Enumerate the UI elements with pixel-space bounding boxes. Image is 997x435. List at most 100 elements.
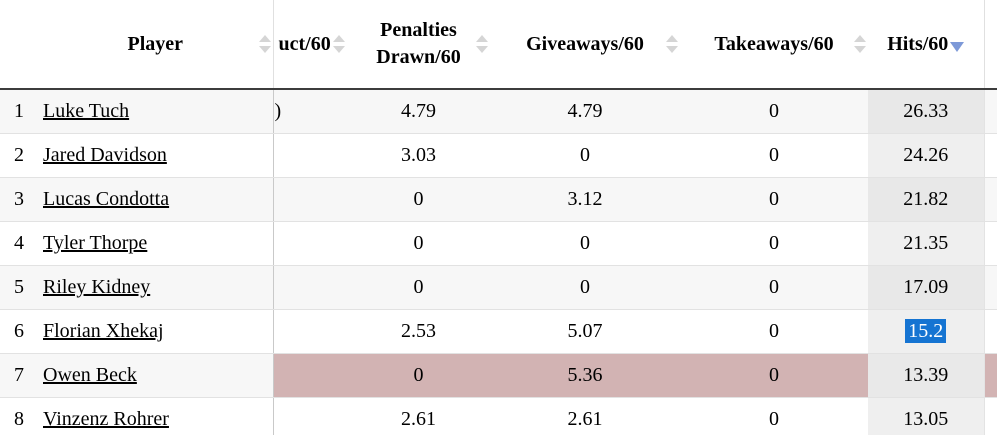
col-header-extra	[984, 0, 997, 90]
col-header-penalties-line1: Penalties	[380, 19, 457, 41]
player-link[interactable]: Florian Xhekaj	[43, 320, 164, 342]
cell-penalties-drawn: 0	[347, 177, 490, 222]
table-row: 7 Owen Beck 0 5.36 0 13.39	[0, 353, 997, 398]
cell-misconduct	[272, 177, 347, 222]
cell-extra	[984, 397, 997, 435]
cell-giveaways: 0	[490, 133, 680, 178]
player-link[interactable]: Vinzenz Rohrer	[43, 408, 169, 430]
header-row: Player uct/60 Penalties Drawn/60 Giveawa…	[0, 0, 997, 90]
cell-extra	[984, 265, 997, 310]
cell-penalties-drawn: 4.79	[347, 89, 490, 134]
table-row: 8 Vinzenz Rohrer 2.61 2.61 0 13.05	[0, 397, 997, 435]
cell-penalties-drawn: 2.53	[347, 309, 490, 354]
col-header-giveaways-label: Giveaways/60	[526, 32, 644, 55]
sort-icon[interactable]	[258, 35, 271, 53]
cell-extra	[984, 133, 997, 178]
cell-extra	[984, 177, 997, 222]
cell-player: Owen Beck	[38, 353, 273, 398]
cell-takeaways: 0	[680, 221, 868, 266]
cell-misconduct	[272, 265, 347, 310]
sort-icon[interactable]	[333, 35, 345, 53]
table-row: 2 Jared Davidson 3.03 0 0 24.26	[0, 133, 997, 178]
table-body: 1 Luke Tuch) 4.79 4.79 0 26.33 2 Jared Davidson…	[0, 89, 997, 435]
cell-misconduct	[272, 397, 347, 435]
sort-icon[interactable]	[854, 35, 866, 53]
cell-player: Vinzenz Rohrer	[38, 397, 273, 435]
cell-takeaways: 0	[680, 89, 868, 134]
cell-rank: 6	[0, 309, 38, 354]
cell-rank: 2	[0, 133, 38, 178]
sort-desc-icon	[950, 41, 965, 52]
table-row: 6 Florian Xhekaj 2.53 5.07 0 15.2	[0, 309, 997, 354]
cell-hits: 13.39	[868, 353, 985, 398]
cell-takeaways: 0	[680, 177, 868, 222]
sort-icon[interactable]	[476, 35, 488, 53]
table-row: 4 Tyler Thorpe 0 0 0 21.35	[0, 221, 997, 266]
table-row: 3 Lucas Condotta 0 3.12 0 21.82	[0, 177, 997, 222]
player-link[interactable]: Jared Davidson	[43, 144, 167, 166]
col-header-player-label: Player	[127, 32, 184, 55]
cell-extra	[984, 221, 997, 266]
cell-takeaways: 0	[680, 265, 868, 310]
col-header-takeaways[interactable]: Takeaways/60	[680, 0, 868, 90]
cell-rank: 4	[0, 221, 38, 266]
cell-penalties-drawn: 0	[347, 221, 490, 266]
sort-icon[interactable]	[666, 35, 678, 53]
cell-rank: 7	[0, 353, 38, 398]
cell-extra	[984, 309, 997, 354]
cell-takeaways: 0	[680, 133, 868, 178]
cell-misconduct	[272, 309, 347, 354]
cell-hits: 21.35	[868, 221, 985, 266]
col-header-rank	[0, 0, 38, 90]
cell-giveaways: 0	[490, 265, 680, 310]
col-header-takeaways-label: Takeaways/60	[714, 32, 834, 55]
table-row: 5 Riley Kidney 0 0 0 17.09	[0, 265, 997, 310]
cell-player: Florian Xhekaj	[38, 309, 273, 354]
col-header-misconduct-label: uct/60	[278, 32, 331, 55]
cell-player: Riley Kidney	[38, 265, 273, 310]
cell-hits: 24.26	[868, 133, 985, 178]
cell-giveaways: 5.36	[490, 353, 680, 398]
cell-misconduct	[272, 221, 347, 266]
player-link[interactable]: Owen Beck	[43, 364, 137, 386]
cell-penalties-drawn: 0	[347, 265, 490, 310]
cell-hits: 21.82	[868, 177, 985, 222]
col-header-giveaways[interactable]: Giveaways/60	[490, 0, 680, 90]
cell-hits: 13.05	[868, 397, 985, 435]
cell-giveaways: 2.61	[490, 397, 680, 435]
cell-giveaways: 0	[490, 221, 680, 266]
cell-giveaways: 3.12	[490, 177, 680, 222]
col-header-hits[interactable]: Hits/60	[868, 0, 985, 90]
cell-extra	[984, 89, 997, 134]
cell-penalties-drawn: 0	[347, 353, 490, 398]
cell-giveaways: 5.07	[490, 309, 680, 354]
player-link[interactable]: Riley Kidney	[43, 276, 151, 298]
cell-player: Luke Tuch	[38, 89, 273, 134]
cell-misconduct	[272, 133, 347, 178]
cell-takeaways: 0	[680, 397, 868, 435]
cell-takeaways: 0	[680, 309, 868, 354]
cell-rank: 1	[0, 89, 38, 134]
cell-takeaways: 0	[680, 353, 868, 398]
col-header-penalties-line2: Drawn/60	[376, 46, 461, 68]
cell-player: Tyler Thorpe	[38, 221, 273, 266]
col-header-penalties-drawn[interactable]: Penalties Drawn/60	[347, 0, 490, 90]
cell-giveaways: 4.79	[490, 89, 680, 134]
cell-rank: 8	[0, 397, 38, 435]
player-link[interactable]: Luke Tuch	[43, 100, 130, 122]
cell-hits: 26.33	[868, 89, 985, 134]
player-link[interactable]: Tyler Thorpe	[43, 232, 148, 254]
table-row: 1 Luke Tuch) 4.79 4.79 0 26.33	[0, 89, 997, 134]
cell-misconduct: )	[272, 89, 347, 134]
player-link[interactable]: Lucas Condotta	[43, 188, 170, 210]
col-header-misconduct[interactable]: uct/60	[272, 0, 347, 90]
cell-player: Lucas Condotta	[38, 177, 273, 222]
col-header-hits-label: Hits/60	[887, 32, 949, 55]
cell-hits: 17.09	[868, 265, 985, 310]
selected-text: 15.2	[905, 319, 947, 343]
cell-player: Jared Davidson	[38, 133, 273, 178]
cell-misconduct	[272, 353, 347, 398]
col-header-player[interactable]: Player	[38, 0, 273, 90]
